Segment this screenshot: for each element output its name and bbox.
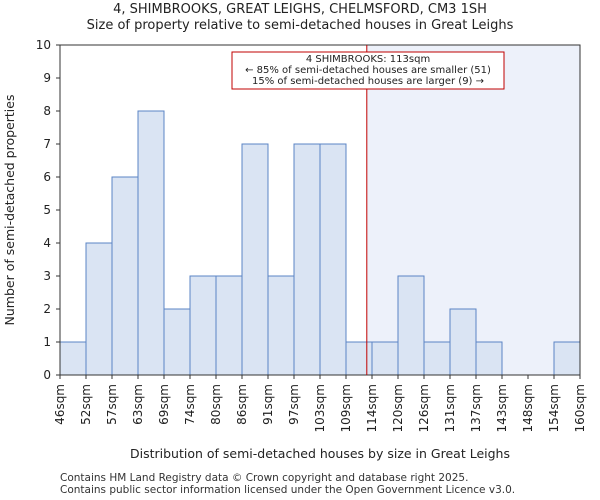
- x-tick-label: 131sqm: [443, 384, 457, 432]
- x-tick-label: 46sqm: [53, 384, 67, 425]
- x-tick-label: 126sqm: [417, 384, 431, 432]
- y-tick-label: 10: [36, 38, 51, 52]
- histogram-bar: [475, 341, 503, 376]
- histogram-bar: [397, 275, 425, 376]
- x-tick-label: 154sqm: [547, 384, 561, 432]
- x-axis-label: Distribution of semi-detached houses by …: [130, 446, 510, 461]
- histogram-bar: [423, 341, 451, 376]
- annotation-larger: 15% of semi-detached houses are larger (…: [252, 76, 484, 87]
- y-tick-label: 2: [43, 302, 51, 316]
- annotation-box: [231, 51, 505, 90]
- footer-licence: Contains public sector information licen…: [60, 484, 516, 496]
- x-tick-label: 160sqm: [573, 384, 587, 432]
- y-axis-label: Number of semi-detached properties: [2, 95, 17, 326]
- histogram-bar: [449, 308, 477, 376]
- x-tick-label: 91sqm: [261, 384, 275, 425]
- x-tick-label: 74sqm: [183, 384, 197, 425]
- histogram-bar: [189, 275, 217, 376]
- histogram-bar: [319, 143, 347, 376]
- x-tick-label: 114sqm: [365, 384, 379, 432]
- y-tick-label: 0: [43, 368, 51, 382]
- x-tick-label: 69sqm: [157, 384, 171, 425]
- footer-copyright: Contains HM Land Registry data © Crown c…: [60, 472, 469, 484]
- histogram-bar: [553, 341, 581, 376]
- histogram-bar: [371, 341, 399, 376]
- x-tick-label: 120sqm: [391, 384, 405, 432]
- annotation-title: 4 SHIMBROOKS: 113sqm: [306, 54, 430, 65]
- x-tick-label: 137sqm: [469, 384, 483, 432]
- chart-title-subtitle: Size of property relative to semi-detach…: [86, 18, 514, 33]
- x-tick-label: 143sqm: [495, 384, 509, 432]
- histogram-bar: [85, 242, 113, 376]
- x-tick-label: 148sqm: [521, 384, 535, 432]
- x-tick-label: 80sqm: [209, 384, 223, 425]
- histogram-bar: [111, 176, 139, 376]
- histogram-bar: [215, 275, 243, 376]
- y-tick-label: 9: [43, 71, 51, 85]
- chart-title-address: 4, SHIMBROOKS, GREAT LEIGHS, CHELMSFORD,…: [113, 2, 487, 17]
- histogram-bar: [59, 341, 87, 376]
- y-tick-label: 4: [43, 236, 51, 250]
- y-tick-label: 7: [43, 137, 51, 151]
- histogram-chart: 0 1 2 3 4 5 6 7 8 9 10 46sqm 52sqm 57sqm 63sqm 69sqm 74s…: [2, 38, 587, 461]
- histogram-bar: [293, 143, 321, 376]
- x-tick-label: 103sqm: [313, 384, 327, 432]
- x-tick-label: 52sqm: [79, 384, 93, 425]
- histogram-bar: [267, 275, 295, 376]
- y-tick-label: 8: [43, 104, 51, 118]
- histogram-bar: [163, 308, 191, 376]
- y-tick-label: 5: [43, 203, 51, 217]
- y-tick-label: 3: [43, 269, 51, 283]
- y-tick-label: 6: [43, 170, 51, 184]
- annotation-smaller: ← 85% of semi-detached houses are smalle…: [245, 65, 491, 76]
- x-tick-label: 86sqm: [235, 384, 249, 425]
- histogram-bar: [241, 143, 269, 376]
- x-tick-label: 63sqm: [131, 384, 145, 425]
- histogram-bar: [345, 341, 373, 376]
- y-tick-label: 1: [43, 335, 51, 349]
- x-tick-label: 97sqm: [287, 384, 301, 425]
- histogram-bar: [137, 110, 165, 376]
- x-tick-label: 109sqm: [339, 384, 353, 432]
- x-tick-label: 57sqm: [105, 384, 119, 425]
